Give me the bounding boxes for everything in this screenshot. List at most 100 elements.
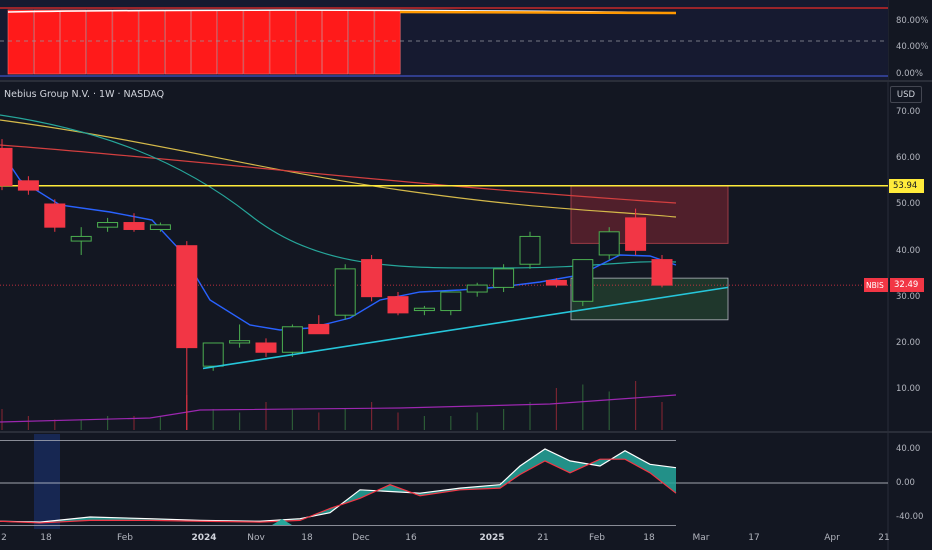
volume-bar (555, 388, 557, 430)
volume-bar (608, 391, 610, 430)
candle-body-down (361, 259, 383, 298)
candle-body-up (493, 268, 515, 288)
price-axis-tick: 60.00 (896, 153, 921, 163)
price-axis-tick: 30.00 (896, 292, 921, 302)
osc-axis-tick: 0.00 (896, 478, 915, 488)
candle-body-up (519, 235, 541, 265)
top-indicator-bar (7, 9, 34, 75)
candle-body-up (572, 259, 594, 302)
volume-bar (239, 412, 241, 430)
top-indicator-bar (86, 9, 113, 75)
candle-body-up (413, 307, 435, 312)
time-axis-tick: 18 (301, 533, 313, 543)
candle-body-down (651, 259, 673, 286)
candle-body-down (387, 296, 409, 314)
top-indicator-bar (164, 9, 191, 75)
osc-signal-line (0, 448, 677, 523)
top-indicator-bar (269, 9, 296, 75)
volume-bar (344, 409, 346, 430)
volume-bar (212, 409, 214, 430)
candle-body-up (281, 326, 303, 353)
ma-teal-line (0, 114, 677, 269)
candle-body-up (97, 222, 119, 228)
top-axis-tick: 80.00% (896, 16, 929, 26)
candle-body-up (440, 291, 462, 312)
osc-highlight-band (34, 434, 60, 529)
symbol-price-tag: NBIS (864, 278, 888, 292)
volume-bar (133, 416, 135, 430)
time-axis-tick: 16 (405, 533, 417, 543)
top-indicator-bar (191, 9, 218, 75)
time-axis-tick: 2024 (191, 533, 217, 543)
price-axis-tick: 40.00 (896, 246, 921, 256)
time-axis-tick: Apr (824, 533, 840, 543)
time-axis-tick: Mar (692, 533, 710, 543)
top-indicator-bar (243, 9, 270, 75)
volume-bar (423, 416, 425, 430)
price-axis-tick: 50.00 (896, 199, 921, 209)
time-axis-tick: Feb (117, 533, 133, 543)
candle-body-up (466, 284, 488, 293)
volume-bar (582, 384, 584, 430)
top-indicator-bar (374, 9, 401, 75)
top-indicator-bar (138, 9, 165, 75)
osc-main-line (0, 458, 677, 524)
time-axis-tick: Feb (589, 533, 605, 543)
time-axis-tick: 21 (878, 533, 890, 543)
candle-body-up (70, 235, 92, 242)
candle-body-down (255, 342, 277, 353)
time-axis-tick: Nov (247, 533, 265, 543)
ma-yellow-line (0, 119, 677, 218)
time-axis-tick: Dec (352, 533, 370, 543)
osc-axis-tick: -40.00 (896, 512, 924, 522)
volume-bar (503, 409, 505, 430)
volume-bar (54, 419, 56, 430)
top-indicator-bar (217, 9, 244, 75)
candle-body-down (545, 279, 567, 286)
candle-body-up (202, 342, 224, 367)
volume-bar (1, 409, 3, 430)
trendline (202, 286, 729, 370)
time-axis-tick: 21 (537, 533, 549, 543)
candle-body-up (334, 268, 356, 316)
top-indicator-bar (322, 9, 349, 75)
volume-bar (397, 412, 399, 430)
time-axis-tick: 17 (748, 533, 760, 543)
time-axis-tick: 18 (643, 533, 655, 543)
volume-bar (80, 419, 82, 430)
osc-marker (272, 519, 292, 525)
volume-bar (529, 402, 531, 430)
volume-bar (635, 381, 637, 430)
osc-fill-area (0, 449, 676, 523)
top-indicator-bar (60, 9, 87, 75)
price-axis-tick: 20.00 (896, 338, 921, 348)
currency-button[interactable]: USD (890, 86, 922, 103)
candle-body-down (17, 180, 39, 191)
top-indicator-bar (295, 9, 322, 75)
osc-axis-tick: 40.00 (896, 444, 921, 454)
level-price-tag: 53.94 (889, 179, 924, 193)
price-axis-tick: 70.00 (896, 107, 921, 117)
last-price-tag: 32.49 (890, 278, 924, 292)
price-axis-tick: 10.00 (896, 384, 921, 394)
top-orange-line (399, 10, 677, 15)
volume-bar (107, 416, 109, 430)
time-axis-tick: 2025 (479, 533, 505, 543)
volume-bar (450, 416, 452, 430)
volume-ma-line (0, 394, 677, 423)
time-axis-tick: 18 (40, 533, 52, 543)
top-indicator-bar (33, 9, 60, 75)
time-axis-tick: 2 (1, 533, 7, 543)
ma-red-line (0, 144, 677, 204)
volume-bar (27, 416, 29, 430)
volume-bar (661, 402, 663, 430)
volume-bar (265, 402, 267, 430)
top-axis-tick: 0.00% (896, 69, 924, 79)
top-indicator-bar (348, 9, 375, 75)
top-axis-tick: 40.00% (896, 42, 929, 52)
candle-body-up (149, 224, 171, 230)
volume-bar (318, 412, 320, 430)
candle-body-down (0, 147, 13, 186)
volume-bar (159, 416, 161, 430)
